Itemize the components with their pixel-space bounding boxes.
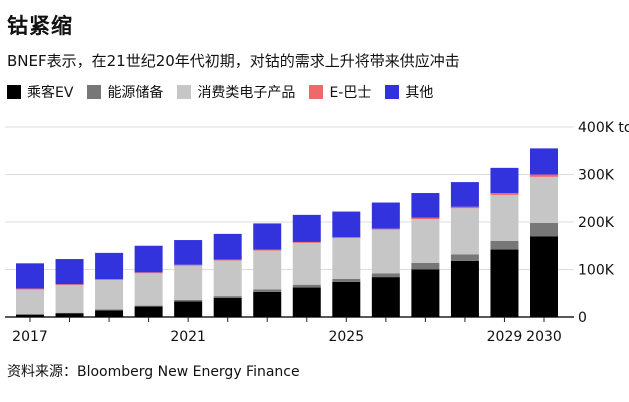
legend-item: 乘客EV bbox=[7, 82, 73, 102]
y-tick-label: 300K bbox=[578, 168, 615, 184]
bar-segment bbox=[95, 279, 124, 280]
bar-segment bbox=[530, 236, 558, 317]
chart-legend: 乘客EV 能源储备 消费类电子产品 E-巴士 其他 bbox=[7, 82, 447, 102]
bar-segment bbox=[16, 263, 44, 289]
legend-item: E-巴士 bbox=[309, 82, 371, 102]
legend-label: E-巴士 bbox=[329, 85, 372, 101]
bar-segment bbox=[292, 241, 321, 243]
bar-segment bbox=[450, 260, 479, 317]
bar-segment bbox=[213, 259, 242, 261]
legend-label: 其他 bbox=[405, 85, 434, 101]
bar-segment bbox=[371, 277, 400, 317]
bar-segment bbox=[490, 249, 519, 317]
bar-segment bbox=[371, 273, 400, 278]
bar-segment bbox=[411, 217, 440, 220]
bar-segment bbox=[55, 284, 84, 286]
bar-segment bbox=[213, 296, 242, 298]
y-tick-label: 400K tons bbox=[578, 120, 629, 136]
legend-swatch bbox=[87, 85, 102, 99]
bar-segment bbox=[411, 262, 440, 270]
x-tick-label: 2030 bbox=[526, 329, 562, 345]
bar-segment bbox=[450, 182, 479, 207]
legend-item: 其他 bbox=[385, 82, 433, 102]
x-tick-label: 2017 bbox=[12, 329, 48, 345]
bar-segment bbox=[332, 211, 361, 238]
bar-segment bbox=[332, 279, 361, 282]
legend-swatch bbox=[309, 85, 324, 99]
x-tick-label: 2025 bbox=[328, 329, 364, 345]
bar-segment bbox=[134, 273, 163, 306]
y-tick-label: 100K bbox=[578, 263, 615, 279]
bar-segment bbox=[371, 229, 400, 274]
bar-segment bbox=[371, 202, 400, 229]
bar-segment bbox=[292, 242, 321, 285]
bar-segment bbox=[174, 265, 203, 300]
bar-segment bbox=[134, 305, 163, 307]
legend-item: 能源储备 bbox=[87, 82, 163, 102]
bar-segment bbox=[16, 288, 44, 290]
legend-label: 能源储备 bbox=[107, 85, 164, 101]
bar-segment bbox=[530, 148, 558, 175]
bar-segment bbox=[213, 233, 242, 260]
y-tick-label: 200K bbox=[578, 215, 615, 231]
bar-segment bbox=[253, 289, 282, 292]
bar-segment bbox=[95, 309, 124, 311]
bar-segment bbox=[213, 298, 242, 317]
bar-segment bbox=[450, 254, 479, 261]
bar-segment bbox=[213, 260, 242, 297]
bar-segment bbox=[134, 245, 163, 273]
bar-segment bbox=[490, 241, 519, 250]
bar-segment bbox=[174, 264, 203, 266]
x-tick-label: 2021 bbox=[170, 329, 206, 345]
bar-segment bbox=[332, 281, 361, 317]
bar-segment bbox=[253, 291, 282, 317]
bar-segment bbox=[450, 208, 479, 255]
bar-segment bbox=[16, 289, 44, 315]
bar-segment bbox=[174, 301, 203, 317]
bar-segment bbox=[332, 237, 361, 239]
legend-label: 消费类电子产品 bbox=[197, 85, 296, 101]
bar-segment bbox=[134, 272, 163, 274]
y-tick-label: 0 bbox=[578, 310, 587, 326]
legend-item: 消费类电子产品 bbox=[177, 82, 295, 102]
bar-segment bbox=[411, 269, 440, 317]
bar-segment bbox=[292, 287, 321, 317]
bar-segment bbox=[174, 240, 203, 265]
bar-segment bbox=[55, 259, 84, 285]
bar-segment bbox=[134, 306, 163, 317]
legend-swatch bbox=[385, 85, 400, 99]
bar-segment bbox=[371, 228, 400, 230]
bar-segment bbox=[332, 238, 361, 279]
x-tick-label: 2029 bbox=[487, 329, 523, 345]
bar-segment bbox=[253, 250, 282, 290]
bar-segment bbox=[95, 310, 124, 317]
bar-segment bbox=[530, 176, 558, 223]
legend-swatch bbox=[177, 85, 192, 99]
legend-swatch bbox=[7, 85, 21, 99]
chart-subtitle: BNEF表示，在21世纪20年代初期，对钴的需求上升将带来供应冲击 bbox=[7, 52, 460, 70]
bar-segment bbox=[530, 174, 558, 177]
bar-segment bbox=[490, 194, 519, 241]
bar-segment bbox=[530, 222, 558, 237]
bar-segment bbox=[95, 279, 124, 310]
bar-segment bbox=[292, 284, 321, 288]
bar-segment bbox=[95, 252, 124, 279]
bar-segment bbox=[55, 285, 84, 313]
chart-title: 钴紧缩 bbox=[7, 14, 73, 38]
bar-segment bbox=[411, 219, 440, 263]
source-note: 资料来源：Bloomberg New Energy Finance bbox=[7, 364, 300, 380]
bar-segment bbox=[16, 314, 44, 317]
bar-segment bbox=[490, 193, 519, 195]
bar-segment bbox=[411, 193, 440, 218]
bar-segment bbox=[292, 214, 321, 242]
bar-segment bbox=[490, 167, 519, 194]
bar-segment bbox=[55, 313, 84, 317]
legend-label: 乘客EV bbox=[27, 85, 74, 101]
bar-segment bbox=[450, 206, 479, 209]
bar-segment bbox=[174, 299, 203, 302]
bar-segment bbox=[253, 249, 282, 251]
bar-segment bbox=[253, 223, 282, 250]
